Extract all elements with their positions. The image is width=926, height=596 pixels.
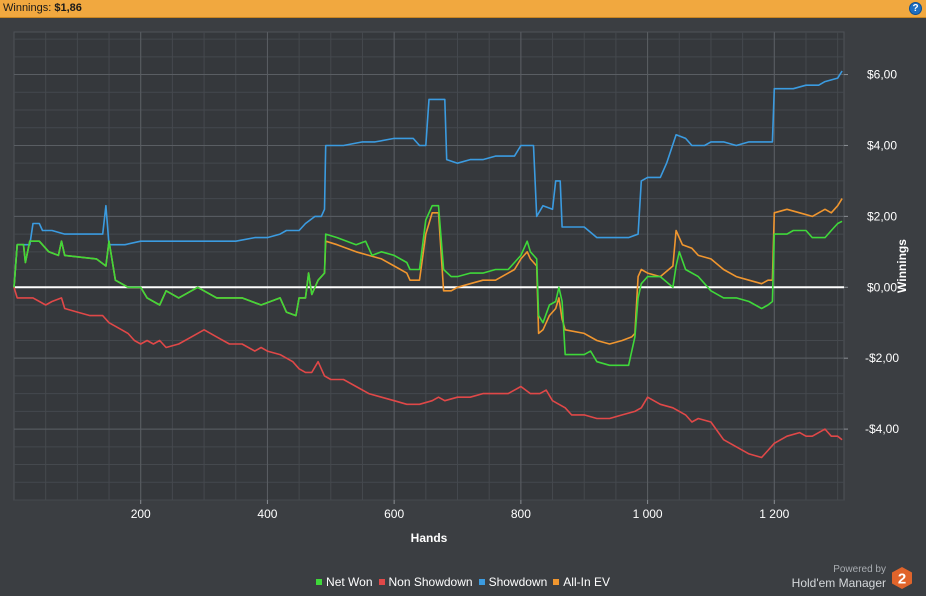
- y-tick-label: $0,00: [867, 280, 897, 294]
- series-line-non-showdown: [13, 287, 843, 459]
- legend-item[interactable]: Non Showdown: [378, 575, 473, 589]
- legend-label: All-In EV: [563, 575, 610, 589]
- title-bar: Winnings: $1,86 ?: [0, 0, 926, 18]
- y-tick-label: -$4,00: [865, 422, 899, 436]
- series-line-net-won: [13, 204, 843, 367]
- y-axis: $6,00 $4,00 $2,00 $0,00 -$2,00 -$4,00: [844, 68, 899, 436]
- legend-swatch: [316, 579, 323, 585]
- x-axis-title: Hands: [411, 531, 448, 545]
- legend-swatch: [378, 579, 385, 585]
- product-name: Hold'em Manager: [791, 576, 886, 590]
- x-tick-label: 1 200: [759, 507, 789, 521]
- chart-series: [13, 70, 843, 459]
- y-tick-label: $2,00: [867, 209, 897, 223]
- legend-item[interactable]: Showdown: [478, 575, 548, 589]
- winnings-value: $1,86: [54, 2, 82, 14]
- y-axis-title: Winnings: [895, 239, 909, 293]
- winnings-summary: Winnings: $1,86: [3, 2, 82, 14]
- x-tick-label: 200: [131, 507, 151, 521]
- x-tick-label: 600: [384, 507, 404, 521]
- x-axis: 200 400 600 800 1 000 1 200: [131, 500, 790, 521]
- y-tick-label: -$2,00: [865, 351, 899, 365]
- legend-swatch: [478, 579, 485, 585]
- legend-swatch: [553, 579, 560, 585]
- legend-label: Net Won: [326, 575, 373, 589]
- legend-item[interactable]: Net Won: [316, 575, 373, 589]
- winnings-label: Winnings:: [3, 2, 52, 14]
- hem-logo-icon: 2: [892, 567, 912, 589]
- logo-digit: 2: [898, 571, 906, 588]
- y-tick-label: $4,00: [867, 138, 897, 152]
- series-line-showdown: [13, 70, 843, 288]
- legend-label: Showdown: [488, 575, 548, 589]
- legend-item[interactable]: All-In EV: [553, 575, 610, 589]
- x-tick-label: 1 000: [633, 507, 663, 521]
- y-tick-label: $6,00: [867, 68, 897, 82]
- x-tick-label: 400: [257, 507, 277, 521]
- chart-legend: Net Won Non Showdown Showdown All-In EV: [0, 575, 926, 591]
- winnings-chart: 200 400 600 800 1 000 1 200 $6,00 $4,00 $2,00 $0…: [13, 31, 909, 545]
- powered-by-label: Powered by: [833, 564, 886, 575]
- powered-by: Powered by Hold'em Manager: [792, 564, 886, 590]
- legend-label: Non Showdown: [388, 575, 473, 589]
- x-tick-label: 800: [511, 507, 531, 521]
- question-icon[interactable]: ?: [909, 2, 922, 15]
